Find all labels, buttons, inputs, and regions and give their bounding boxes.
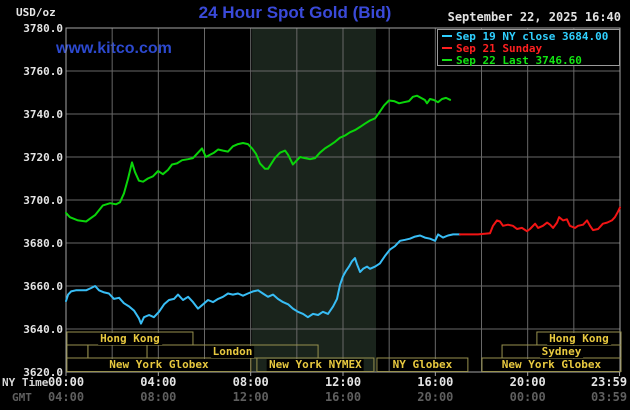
session-label: Hong Kong [547, 332, 611, 345]
ny-time-tick-label: 20:00 [509, 375, 546, 389]
legend-item: Sep 22 Last 3746.60 [440, 53, 617, 67]
y-axis-tick-label: 3660.0 [23, 280, 63, 293]
price-line-2 [65, 94, 452, 223]
legend-dash-icon [442, 35, 452, 37]
y-axis-tick-label: 3780.0 [23, 22, 63, 35]
y-axis-tick-label: 3740.0 [23, 108, 63, 121]
y-axis-tick-label: 3680.0 [23, 237, 63, 250]
legend-dash-icon [442, 47, 452, 49]
session-label: Hong Kong [98, 332, 162, 345]
session-box [66, 344, 89, 359]
gmt-axis-label: GMT [12, 391, 32, 404]
session-label: NY Globex [390, 358, 455, 371]
y-axis-tick-label: 3640.0 [23, 323, 63, 336]
session-label: Sydney [539, 345, 584, 358]
ny-time-tick-label: 16:00 [417, 375, 454, 389]
gmt-tick-label: 12:00 [232, 390, 269, 404]
legend-dash-icon [442, 59, 452, 61]
y-axis-tick-label: 3700.0 [23, 194, 63, 207]
price-line-1 [459, 206, 621, 236]
gmt-tick-label: 08:00 [140, 390, 177, 404]
session-box [256, 357, 375, 372]
legend-item: Sep 19 NY close 3684.00 [440, 29, 617, 43]
y-axis-tick-label: 3620.0 [23, 366, 63, 379]
ny-time-axis-label: NY Time [2, 376, 49, 389]
page-title: 24 Hour Spot Gold (Bid) [198, 3, 392, 22]
session-label: London [210, 345, 255, 358]
session-label: New York Globex [107, 358, 211, 371]
session-box [481, 357, 622, 372]
legend-item-label: Sep 22 Last 3746.60 [456, 53, 582, 67]
gmt-tick-label: 20:00 [417, 390, 454, 404]
ny-time-tick-label: 23:59 [590, 375, 628, 389]
legend-item-label: Sep 21 Sunday [456, 41, 543, 55]
session-box [87, 344, 148, 359]
session-box [66, 357, 252, 372]
legend-item: Sep 21 Sunday [440, 41, 617, 55]
legend-item-label: Sep 19 NY close 3684.00 [456, 29, 609, 43]
ny-time-tick-label: 04:00 [140, 375, 177, 389]
session-box [376, 357, 469, 372]
datetime-label: September 22, 2025 16:40 [447, 10, 621, 24]
y-axis-tick-label: 3720.0 [23, 151, 63, 164]
ny-time-tick-label: 00:00 [47, 375, 85, 389]
ny-time-tick-label: 08:00 [232, 375, 269, 389]
unit-label: USD/oz [16, 6, 56, 19]
gmt-tick-label: 03:59 [590, 390, 628, 404]
kitco-watermark: www.kitco.com [56, 40, 172, 57]
gmt-tick-label: 16:00 [324, 390, 362, 404]
session-label: New York Globex [499, 358, 604, 371]
session-label: New York NYMEX [267, 358, 364, 371]
gmt-tick-label: 00:00 [509, 390, 546, 404]
ny-time-tick-label: 12:00 [324, 375, 362, 389]
legend: Sep 19 NY close 3684.00 Sep 21 Sunday Sep … [437, 29, 620, 67]
y-axis-tick-label: 3760.0 [23, 65, 63, 78]
price-line-0 [65, 233, 461, 325]
gmt-tick-label: 04:00 [47, 390, 85, 404]
